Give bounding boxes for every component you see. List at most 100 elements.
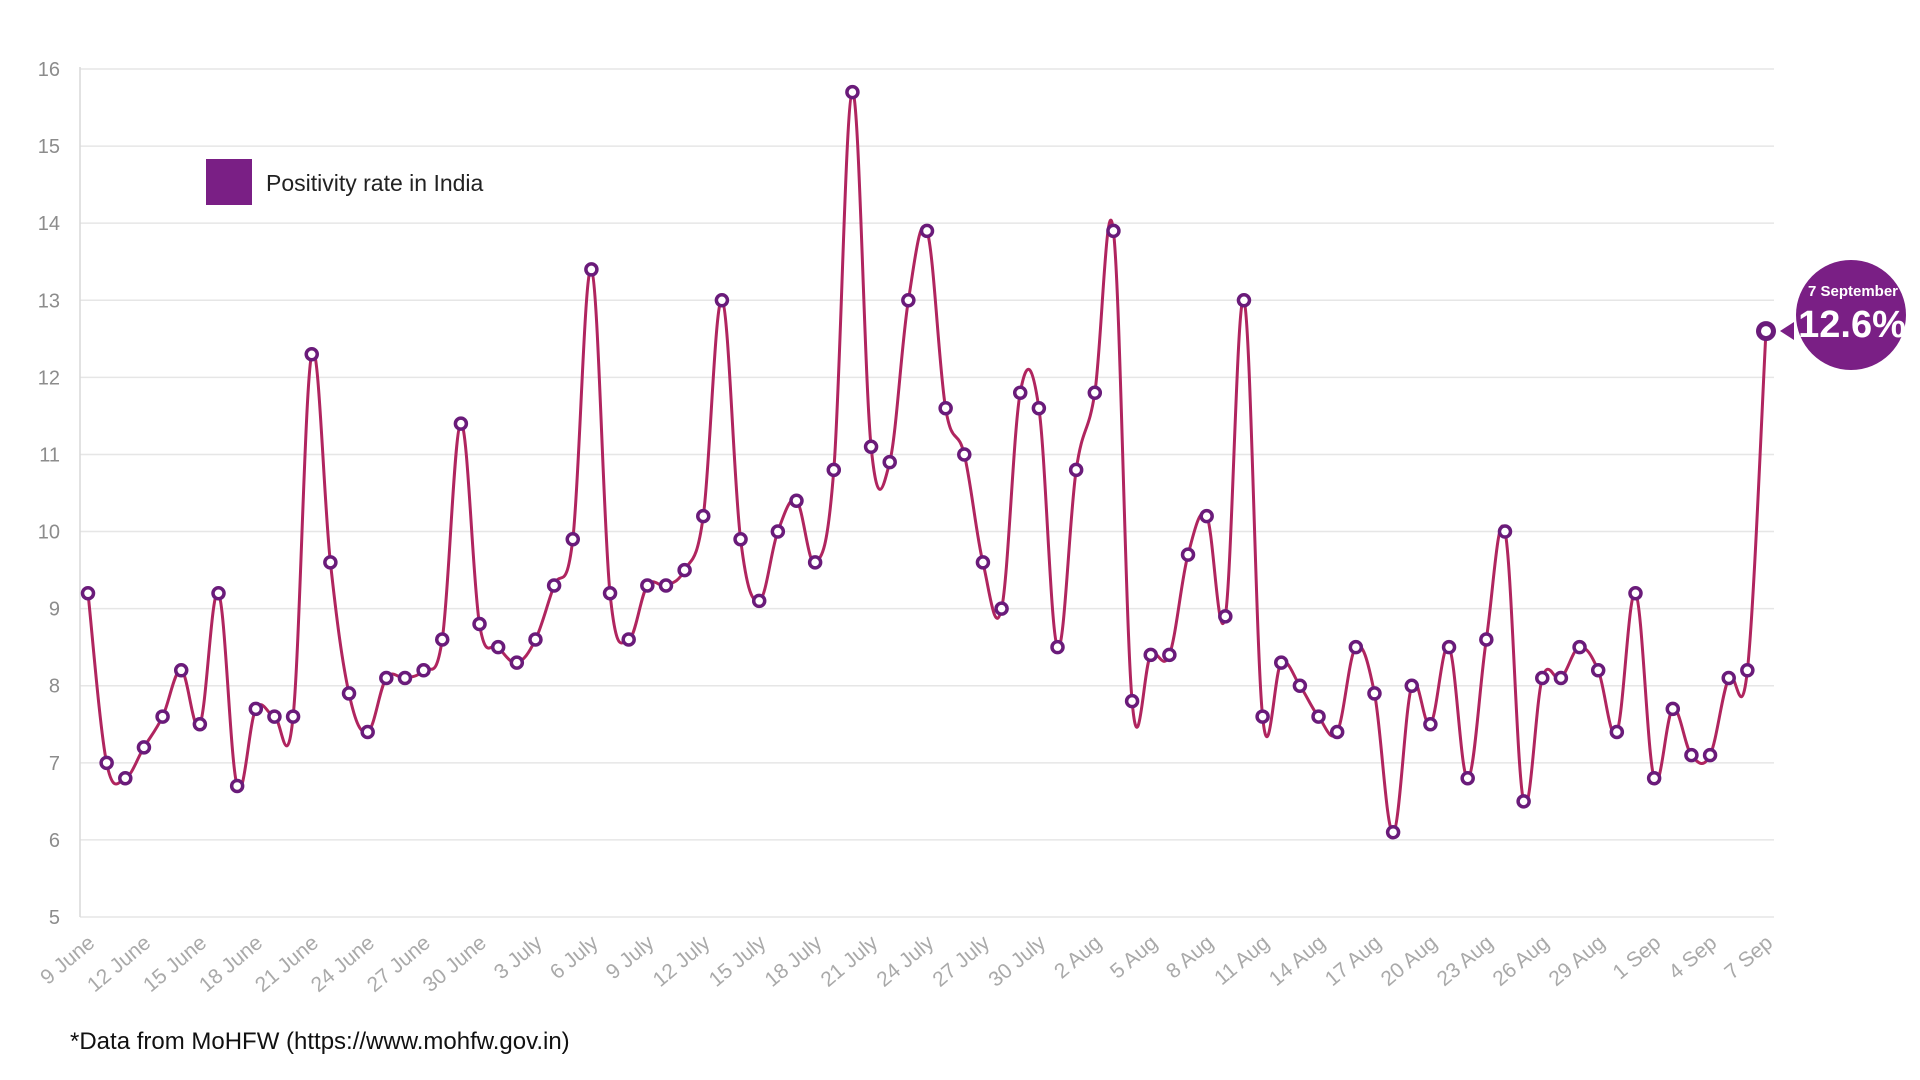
data-point [1590,663,1606,678]
data-point [919,223,935,239]
data-point [621,632,636,647]
y-tick-label: 13 [38,290,60,312]
data-point [490,639,506,655]
data-point [1497,524,1513,539]
data-point [584,262,599,277]
data-point [1218,609,1233,624]
data-point [1255,709,1270,724]
data-point [341,686,357,701]
x-tick-label: 30 June [419,931,491,997]
data-point [1404,678,1420,693]
x-tick-label: 29 Aug [1545,931,1610,991]
y-tick-label: 14 [38,213,60,235]
data-point [640,578,655,593]
data-point [99,755,114,771]
data-point [546,578,562,593]
y-tick-label: 11 [39,444,60,466]
data-point [528,632,543,647]
x-tick-label: 6 July [546,931,603,984]
data-point [1516,794,1531,809]
data-point [1348,639,1364,655]
data-point [1460,770,1475,786]
data-point [118,770,133,786]
y-tick-label: 5 [49,907,60,929]
y-tick-label: 12 [38,367,60,389]
data-point [1199,508,1214,524]
source-note: *Data from MoHFW (https://www.mohfw.gov.… [70,1028,570,1055]
data-point [770,524,786,539]
data-point [397,670,413,686]
data-point [155,709,170,724]
data-point [267,709,282,724]
data-point [1162,647,1177,663]
data-point [975,555,991,570]
y-tick-label: 9 [49,599,60,621]
callout-value: 12.6% [1798,304,1906,346]
x-tick-label: 24 July [872,931,938,992]
x-tick-label: 30 July [984,931,1050,992]
data-point [994,601,1009,616]
y-tick-label: 6 [49,830,60,852]
x-tick-label: 5 Aug [1106,931,1162,983]
data-point [863,439,879,454]
x-tick-label: 7 Sep [1720,931,1777,984]
y-axis: 5 6 7 8 9 10 11 12 13 14 15 16 [38,59,81,929]
data-point [1292,678,1308,693]
data-point [1535,670,1550,686]
legend-swatch [206,159,252,205]
data-point [248,701,264,717]
data-point [80,585,96,601]
data-point [136,740,152,755]
x-tick-label: 1 Sep [1609,931,1666,984]
data-points [80,84,1776,840]
data-point [1479,632,1494,647]
x-tick-label: 3 July [490,931,547,984]
y-tick-label: 16 [38,59,60,81]
data-point [360,724,375,740]
callout-date: 7 September [1808,283,1898,300]
data-point [1423,717,1438,732]
data-point [882,454,897,470]
data-point [416,663,431,678]
legend: Positivity rate in India [206,159,484,205]
data-point [1311,709,1326,724]
x-tick-label: 21 July [817,931,883,992]
data-point [1756,321,1776,342]
data-point [1106,223,1121,239]
data-point [1273,655,1289,670]
data-point [192,717,208,732]
data-point [677,562,692,578]
x-tick-label: 18 July [761,931,827,992]
data-point [1553,670,1569,686]
data-point [1068,462,1084,478]
data-point [1702,747,1718,763]
data-point [1572,639,1587,655]
data-point [1124,693,1140,709]
data-point [1646,770,1662,786]
data-point [1721,670,1736,686]
data-point [938,400,953,416]
data-point [1143,647,1158,663]
data-point [1087,385,1103,401]
data-point [1012,385,1028,401]
callout-pointer [1780,322,1794,340]
data-point [211,585,226,601]
data-point [696,508,711,524]
legend-label: Positivity rate in India [266,170,484,196]
data-point [173,663,189,678]
data-point [379,670,394,686]
data-point [845,84,860,100]
data-point [285,709,301,724]
data-point [229,778,245,794]
data-point [714,293,730,308]
x-tick-label: 23 Aug [1433,931,1498,991]
data-point [1180,547,1196,562]
x-tick-label: 8 Aug [1162,931,1218,983]
series-line [86,90,1768,834]
y-tick-label: 15 [38,136,60,158]
data-point [323,555,338,570]
y-tick-label: 7 [49,753,60,775]
data-point [453,416,469,431]
data-point [565,532,581,547]
